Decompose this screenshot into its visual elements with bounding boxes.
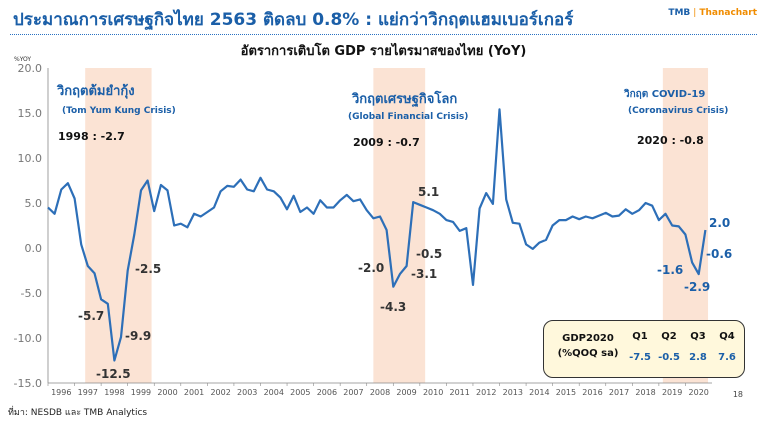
crisis-shade-1 <box>373 68 426 383</box>
y-tick-label-3: 5.0 <box>25 197 43 210</box>
brand-logo: TMB | Thanachart <box>668 8 757 18</box>
point-annotation-9: 2.0 <box>709 216 730 230</box>
point-annotation-10: -0.6 <box>706 247 732 261</box>
gdp-box-label: GDP2020 (%QOQ sa) <box>554 331 622 361</box>
y-tick-label-6: -10.0 <box>14 332 42 345</box>
x-tick-label-13: 2009 <box>396 388 416 397</box>
page-number: 18 <box>732 390 743 399</box>
gdp-box-q1: Q1 <box>632 331 648 342</box>
point-annotation-3: -2.5 <box>135 262 161 276</box>
crisis-name-1: วิกฤตเศรษฐกิจโลก <box>351 90 457 108</box>
y-axis-label: %YOY <box>14 56 31 63</box>
point-annotation-2: -9.9 <box>125 329 151 343</box>
gdp-series <box>47 108 707 362</box>
gdp-series-line <box>47 108 707 362</box>
point-annotation-11: -1.6 <box>657 263 683 277</box>
gdp-box-v4: 7.6 <box>718 352 736 363</box>
x-tick-label-21: 2017 <box>609 388 629 397</box>
point-annotation-0: -5.7 <box>78 309 104 323</box>
gdp-box-label-line2: (%QOQ sa) <box>557 348 619 359</box>
chart-title: อัตราการเติบโต GDP รายไตรมาสของไทย (YoY) <box>240 44 527 59</box>
logo-thanachart: Thanachart <box>699 8 757 18</box>
gdp-box-label-line1: GDP2020 <box>562 333 614 344</box>
gdp-box-v1: -7.5 <box>629 352 651 363</box>
x-tick-label-8: 2004 <box>264 388 284 397</box>
x-tick-label-16: 2012 <box>476 388 496 397</box>
crisis-subtitle-0: (Tom Yum Kung Crisis) <box>62 106 176 116</box>
x-tick-label-10: 2006 <box>317 388 337 397</box>
x-tick-label-11: 2007 <box>343 388 363 397</box>
point-annotation-6: -3.1 <box>411 267 437 281</box>
crisis-value-1: 2009 : -0.7 <box>353 136 420 149</box>
chart-annotations: วิกฤตต้มยำกุ้ง (Tom Yum Kung Crisis) 1998 … <box>56 83 732 381</box>
crisis-value-2: 2020 : -0.8 <box>637 134 704 147</box>
crisis-shade-0 <box>85 68 152 383</box>
header-divider <box>10 34 757 35</box>
point-annotation-4: -2.0 <box>358 261 384 275</box>
gdp-box-v3: 2.8 <box>689 352 707 363</box>
gdp-box-v2: -0.5 <box>658 352 680 363</box>
gdp-box-q4: Q4 <box>719 331 735 342</box>
crisis-value-0: 1998 : -2.7 <box>58 130 125 143</box>
point-annotation-7: -0.5 <box>416 247 442 261</box>
logo-tmb: TMB <box>668 8 691 18</box>
x-tick-label-6: 2002 <box>210 388 230 397</box>
crisis-subtitle-2: (Coronavirus Crisis) <box>628 106 728 116</box>
x-tick-label-24: 2020 <box>689 388 709 397</box>
point-annotation-12: -2.9 <box>684 280 710 294</box>
y-tick-label-7: -15.0 <box>14 377 42 390</box>
x-tick-label-19: 2015 <box>556 388 576 397</box>
x-tick-label-1: 1997 <box>78 388 98 397</box>
crisis-subtitle-1: (Global Financial Crisis) <box>348 112 468 122</box>
x-tick-label-22: 2018 <box>635 388 655 397</box>
x-tick-label-15: 2011 <box>450 388 470 397</box>
x-tick-label-12: 2008 <box>370 388 390 397</box>
x-tick-label-14: 2010 <box>423 388 443 397</box>
x-tick-label-9: 2005 <box>290 388 310 397</box>
gdp-box-q2: Q2 <box>661 331 677 342</box>
point-annotation-8: 5.1 <box>418 185 439 199</box>
y-tick-label-2: 10.0 <box>18 152 43 165</box>
y-tick-label-5: -5.0 <box>21 287 42 300</box>
x-tick-label-23: 2019 <box>662 388 682 397</box>
y-tick-label-4: 0.0 <box>25 242 43 255</box>
x-tick-label-0: 1996 <box>51 388 71 397</box>
source-note: ที่มา: NESDB และ TMB Analytics <box>8 408 148 418</box>
y-tick-label-1: 15.0 <box>18 107 43 120</box>
x-tick-label-17: 2013 <box>503 388 523 397</box>
crisis-name-2: วิกฤต COVID-19 <box>624 88 706 100</box>
gdp2020-box: GDP2020 (%QOQ sa) Q1 Q2 Q3 Q4 -7.5 -0.5 … <box>543 320 745 378</box>
x-tick-label-3: 1999 <box>131 388 151 397</box>
x-tick-label-4: 2000 <box>157 388 177 397</box>
point-annotation-5: -4.3 <box>380 300 406 314</box>
x-tick-label-7: 2003 <box>237 388 257 397</box>
logo-separator: | <box>693 8 697 18</box>
crisis-name-0: วิกฤตต้มยำกุ้ง <box>56 83 134 99</box>
point-annotation-1: -12.5 <box>96 367 131 381</box>
gdp-box-q3: Q3 <box>690 331 706 342</box>
x-tick-label-2: 1998 <box>104 388 124 397</box>
x-tick-label-20: 2016 <box>582 388 602 397</box>
x-tick-label-5: 2001 <box>184 388 204 397</box>
page-title: ประมาณการเศรษฐกิจไทย 2563 ติดลบ 0.8% : แ… <box>13 10 574 30</box>
y-tick-label-0: 20.0 <box>18 62 43 75</box>
x-tick-label-18: 2014 <box>529 388 549 397</box>
